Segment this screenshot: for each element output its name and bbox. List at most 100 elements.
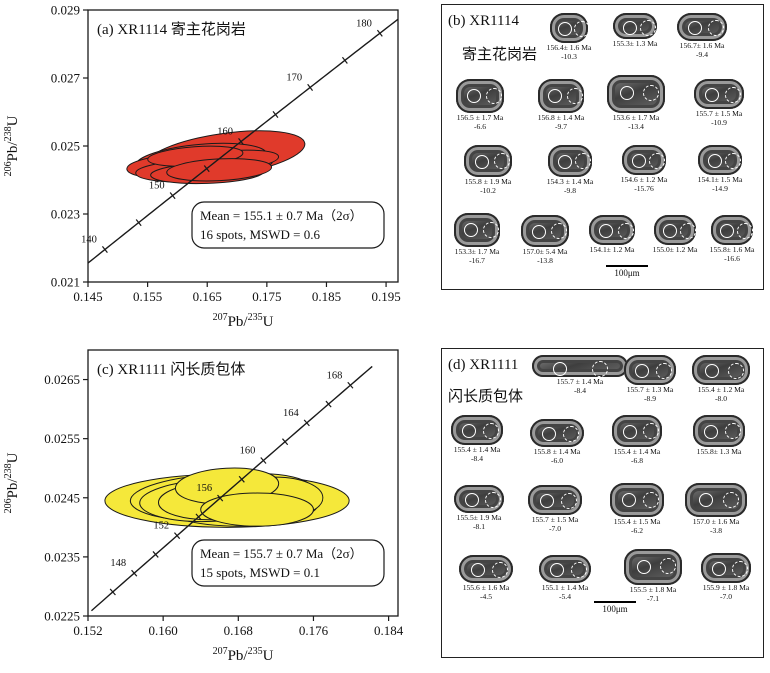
zircon-ehf-label: -7.0 [719,592,733,601]
concordia-age-tick [169,192,176,200]
hf-spot-icon [485,492,501,508]
zircon-grain: 153.3± 1.7 Ma -16.7 [448,213,506,265]
hf-spot-icon [571,562,588,578]
zircon-grain: 156.5 ± 1.7 Ma -6.6 [448,79,512,131]
hf-spot-icon [482,221,499,238]
zircon-age-label: 153.3± 1.7 Ma [454,247,500,256]
zircon-grain: 155.8± 1.6 Ma -16.6 [704,215,760,263]
analysis-spot-icon [466,89,481,104]
hf-spot-icon [591,360,608,377]
hf-spot-icon [561,492,578,509]
zircon-grain: 156.4± 1.6 Ma -10.3 [540,13,598,61]
mswd-text: 16 spots, MSWD = 0.6 [200,227,321,242]
concordia-age-tick [203,165,210,173]
analysis-spot-icon [622,20,637,35]
concordia-age-tick [307,83,314,91]
concordia-age-tick [272,110,279,119]
analysis-spot-icon [464,223,479,238]
hf-spot-icon [656,362,673,379]
zircon-cl-image [612,415,662,447]
zircon-gallery-d: (d) XR1111 闪长质包体 155.7 ± 1.4 Ma -8.4 155.7… [441,348,764,658]
zircon-cl-image [528,485,582,515]
zircon-grain: 155.1 ± 1.4 Ma -5.4 [534,555,596,601]
zircon-grain: 155.5± 1.9 Ma -8.1 [448,485,510,531]
mswd-text: 15 spots, MSWD = 0.1 [200,565,320,580]
zircon-cl-image [698,145,742,175]
zircon-ehf-label: -9.4 [695,50,709,59]
zircon-age-label: 155.8 ± 1.4 Ma [533,447,581,456]
x-tick-label: 0.185 [312,289,341,304]
zircon-age-label: 155.5 ± 1.8 Ma [629,585,677,594]
zircon-cl-image [624,355,676,385]
zircon-grain: 155.4 ± 1.2 Ma -8.0 [686,355,756,403]
concordia-age-tick [173,532,181,540]
zircon-ehf-label: -10.3 [561,52,577,61]
zircon-cl-image [610,483,664,517]
concordia-age-tick [152,551,159,558]
concordia-curve [88,18,398,264]
zircon-age-label: 155.5± 1.9 Ma [456,513,502,522]
analysis-spot-icon [539,494,554,508]
analysis-spot-icon [548,89,563,104]
mean-age-text: Mean = 155.7 ± 0.7 Ma（2σ） [200,546,363,561]
zircon-grain: 155.8± 1.3 Ma [686,415,752,456]
x-tick-label: 0.176 [299,623,329,638]
zircon-grain: 155.9 ± 1.8 Ma -7.0 [698,553,754,601]
scale-label-b: 100μm [614,268,640,278]
zircon-cl-image [454,485,504,513]
analysis-spot-icon [621,493,636,508]
zircon-cl-image [685,483,747,517]
zircon-cl-image [464,145,512,177]
zircon-ehf-label: -6.0 [550,456,564,465]
zircon-age-label: 155.4 ± 1.4 Ma [613,447,661,456]
zircon-age-label: 155.8± 1.3 Ma [696,447,742,456]
zircon-ehf-label: -8.4 [470,454,484,463]
zircon-ehf-label: -9.8 [563,186,577,195]
analysis-spot-icon [636,559,651,574]
analysis-spot-icon [462,424,477,438]
concordia-age-label: 156 [196,483,212,494]
zircon-cl-image [693,415,745,447]
zircon-ehf-label: -4.5 [479,592,493,601]
zircon-ehf-label: -13.8 [537,256,553,265]
zircon-ehf-label: -5.4 [558,592,572,601]
zircon-age-label: 156.7± 1.6 Ma [679,41,725,50]
zircon-age-label: 154.1± 1.2 Ma [589,245,635,254]
scale-label-d: 100μm [602,604,628,614]
zircon-grain: 155.3± 1.3 Ma [606,13,664,48]
x-tick-label: 0.184 [374,623,404,638]
y-tick-label: 0.0265 [44,372,80,387]
concordia-age-tick [347,381,354,389]
hf-spot-icon [563,426,580,442]
zircon-ehf-label: -15.76 [634,184,654,193]
zircon-cl-image [532,355,628,377]
x-tick-label: 0.195 [371,289,400,304]
concordia-panel-a: 140 150 160 170 180 0.145 0.155 0.165 0.175 0.185… [0,0,420,334]
zircon-grain: 157.0 ± 1.6 Ma -3.8 [680,483,752,535]
zircon-cl-image [613,13,657,39]
zircon-cl-image [677,13,727,41]
hf-spot-icon [617,222,634,239]
y-tick-label: 0.0255 [44,431,80,446]
zircon-ehf-label: -16.7 [469,256,485,265]
hf-spot-icon [575,153,592,169]
concordia-age-tick [195,513,202,521]
zircon-ehf-label: -8.4 [573,386,587,395]
zircon-grain: 154.3 ± 1.4 Ma -9.8 [540,145,600,195]
zircon-grain: 154.1± 1.5 Ma -14.9 [690,145,750,193]
y-axis-label: 206Pb/238U [3,115,21,176]
hf-spot-icon [566,87,583,104]
zircon-age-label: 155.6 ± 1.6 Ma [462,583,510,592]
analysis-spot-icon [623,424,637,439]
concordia-age-label: 168 [327,370,343,381]
zircon-age-label: 155.7 ± 1.5 Ma [531,515,579,524]
zircon-ehf-label: -3.8 [709,526,723,535]
hf-spot-icon [725,152,742,169]
concordia-group [88,18,398,264]
analysis-spot-icon [541,427,556,442]
zircon-ehf-label: -8.0 [714,394,728,403]
zircon-ehf-label: -6.2 [630,526,644,535]
zircon-ehf-label: -8.9 [643,394,657,403]
zircon-age-label: 155.9 ± 1.8 Ma [702,583,750,592]
analysis-spot-icon [599,224,614,238]
